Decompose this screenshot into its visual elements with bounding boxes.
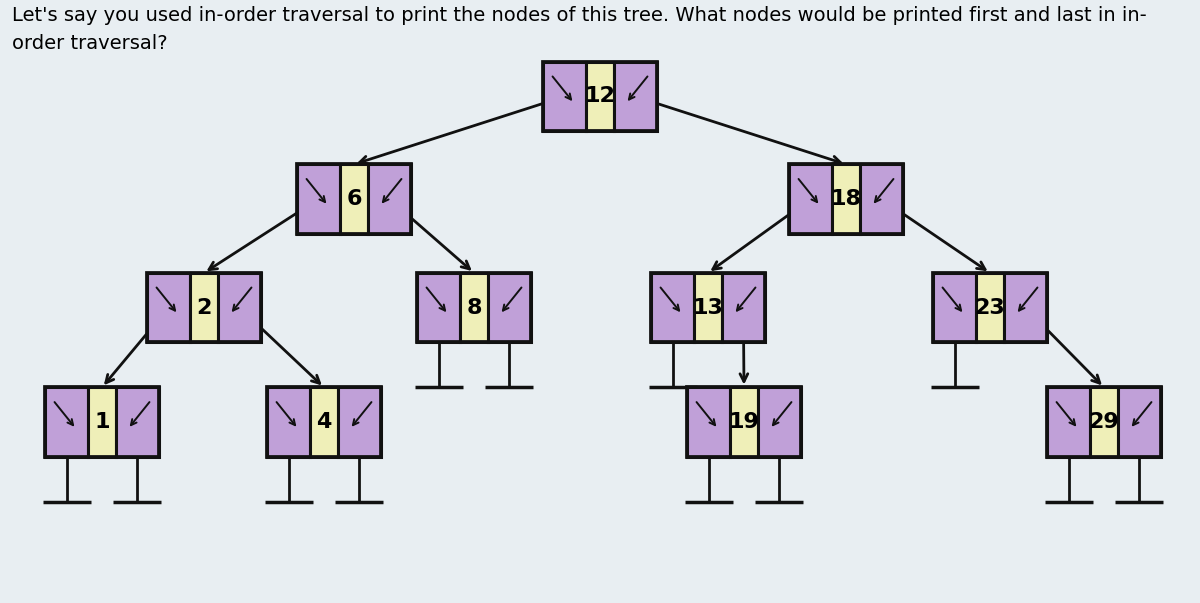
FancyBboxPatch shape [89, 388, 115, 457]
FancyBboxPatch shape [650, 273, 695, 342]
Text: 12: 12 [584, 86, 616, 107]
FancyBboxPatch shape [461, 273, 487, 342]
FancyBboxPatch shape [731, 388, 757, 457]
Text: 13: 13 [692, 297, 724, 318]
FancyBboxPatch shape [859, 164, 904, 233]
FancyBboxPatch shape [341, 164, 367, 233]
FancyBboxPatch shape [268, 388, 311, 457]
FancyBboxPatch shape [977, 273, 1003, 342]
Text: 1: 1 [95, 412, 109, 432]
FancyBboxPatch shape [487, 273, 532, 342]
FancyBboxPatch shape [367, 164, 412, 233]
FancyBboxPatch shape [790, 164, 833, 233]
Text: 23: 23 [974, 297, 1006, 318]
FancyBboxPatch shape [587, 62, 613, 131]
FancyBboxPatch shape [298, 164, 341, 233]
FancyBboxPatch shape [115, 388, 158, 457]
FancyBboxPatch shape [191, 273, 217, 342]
FancyBboxPatch shape [148, 273, 191, 342]
FancyBboxPatch shape [1046, 388, 1091, 457]
FancyBboxPatch shape [1091, 388, 1117, 457]
FancyBboxPatch shape [613, 62, 658, 131]
FancyBboxPatch shape [721, 273, 766, 342]
Text: 29: 29 [1088, 412, 1120, 432]
FancyBboxPatch shape [418, 273, 461, 342]
FancyBboxPatch shape [695, 273, 721, 342]
FancyBboxPatch shape [757, 388, 802, 457]
FancyBboxPatch shape [1117, 388, 1162, 457]
FancyBboxPatch shape [1003, 273, 1046, 342]
Text: 18: 18 [830, 189, 862, 209]
FancyBboxPatch shape [934, 273, 977, 342]
FancyBboxPatch shape [542, 62, 587, 131]
Text: 4: 4 [317, 412, 331, 432]
Text: 2: 2 [197, 297, 211, 318]
FancyBboxPatch shape [337, 388, 382, 457]
Text: 19: 19 [728, 412, 760, 432]
FancyBboxPatch shape [833, 164, 859, 233]
FancyBboxPatch shape [217, 273, 262, 342]
Text: 6: 6 [347, 189, 361, 209]
FancyBboxPatch shape [686, 388, 731, 457]
FancyBboxPatch shape [46, 388, 89, 457]
Text: Let's say you used in-order traversal to print the nodes of this tree. What node: Let's say you used in-order traversal to… [12, 6, 1147, 53]
Text: 8: 8 [467, 297, 481, 318]
FancyBboxPatch shape [311, 388, 337, 457]
